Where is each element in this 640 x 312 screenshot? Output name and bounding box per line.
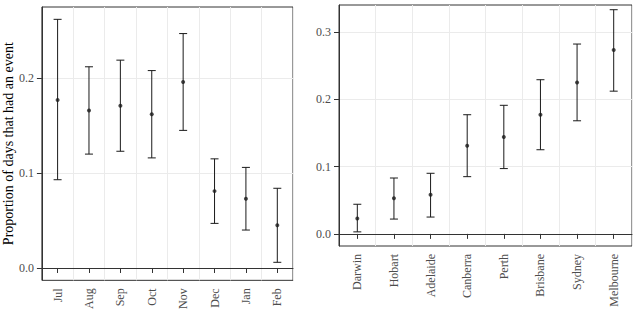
svg-text:Darwin: Darwin: [350, 254, 364, 290]
svg-text:0.3: 0.3: [316, 25, 331, 39]
svg-text:Brisbane: Brisbane: [533, 254, 547, 297]
svg-text:0.0: 0.0: [316, 227, 331, 241]
svg-text:Aug: Aug: [82, 288, 96, 309]
svg-text:0.2: 0.2: [316, 92, 331, 106]
svg-text:Sep: Sep: [113, 288, 127, 306]
svg-text:Proportion of days that had an: Proportion of days that had an event: [1, 42, 16, 245]
svg-text:Oct: Oct: [145, 288, 159, 306]
svg-text:Hobart: Hobart: [387, 253, 401, 287]
svg-text:0.2: 0.2: [19, 71, 34, 85]
svg-text:Nov: Nov: [176, 288, 190, 309]
svg-text:Adelaide: Adelaide: [424, 254, 438, 297]
svg-text:0.1: 0.1: [316, 160, 331, 174]
svg-text:Sydney: Sydney: [570, 254, 584, 290]
svg-text:Jul: Jul: [51, 288, 65, 303]
svg-text:Perth: Perth: [497, 254, 511, 279]
svg-text:Dec: Dec: [208, 288, 222, 307]
svg-text:Jan: Jan: [239, 288, 253, 304]
svg-text:Feb: Feb: [270, 288, 284, 306]
svg-text:0.1: 0.1: [19, 166, 34, 180]
svg-text:0.0: 0.0: [19, 261, 34, 275]
svg-text:Canberra: Canberra: [460, 253, 474, 298]
svg-text:Melbourne: Melbourne: [607, 254, 621, 307]
